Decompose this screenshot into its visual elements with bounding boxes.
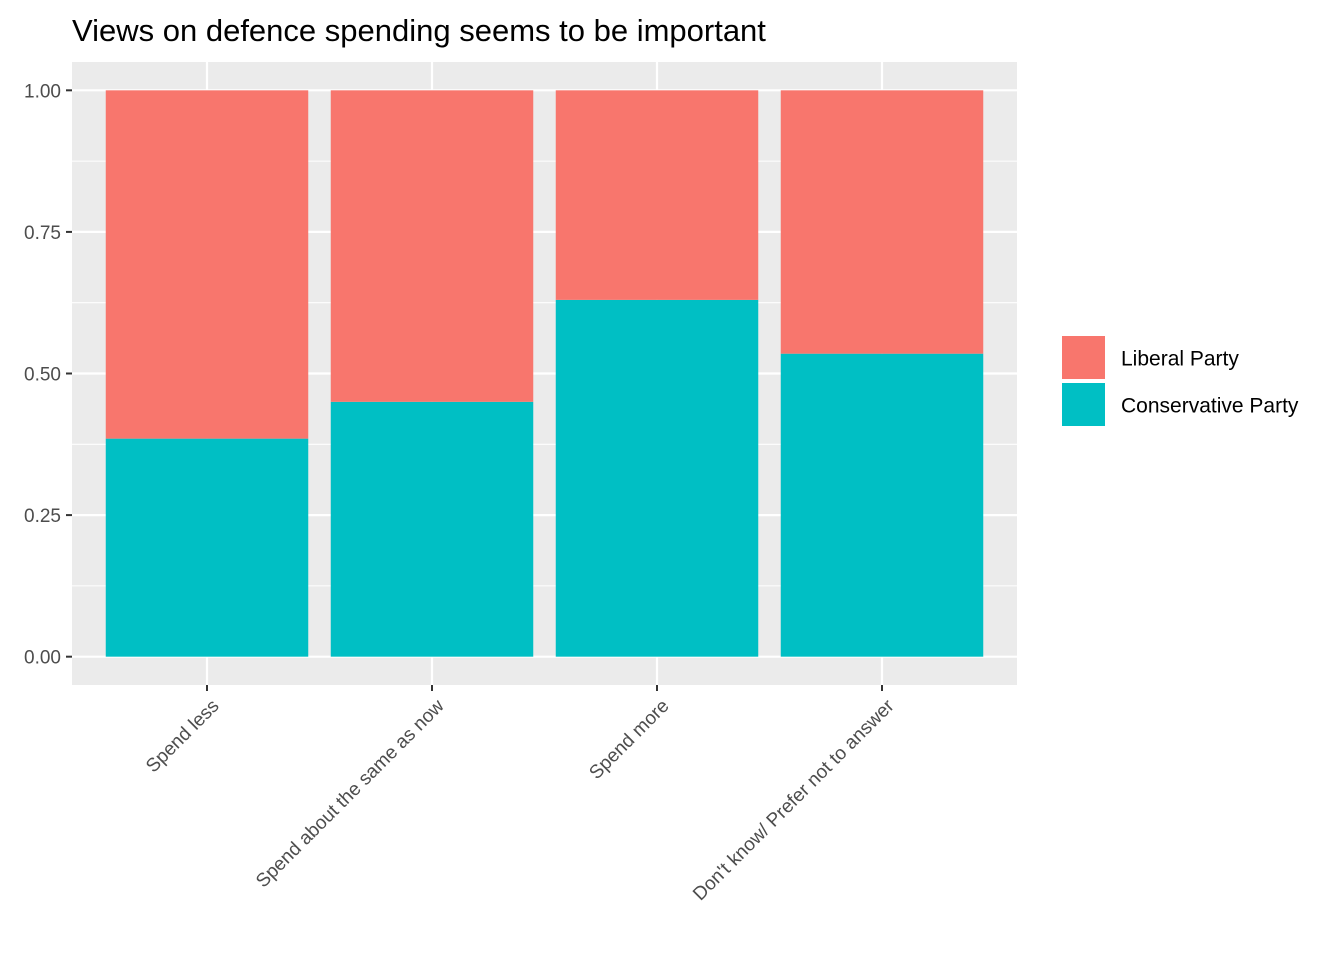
x-tick-label: Spend less	[142, 696, 223, 777]
legend: Liberal Party Conservative Party	[1062, 336, 1299, 426]
y-tick-label: 0.50	[24, 365, 61, 386]
x-tick-label: Don't know/ Prefer not to answer	[689, 695, 899, 905]
bars	[105, 90, 984, 657]
legend-key-2	[1062, 383, 1105, 426]
y-tick-label: 0.75	[24, 223, 61, 244]
x-tick-label: Spend about the same as now	[252, 695, 449, 892]
bar-conservative-party-2	[330, 401, 534, 657]
legend-key-1	[1062, 336, 1105, 379]
bar-liberal-party-3	[555, 90, 759, 300]
bar-conservative-party-1	[105, 438, 309, 657]
chart-title: Views on defence spending seems to be im…	[72, 13, 766, 48]
y-tick-label: 1.00	[24, 81, 61, 102]
bar-liberal-party-1	[105, 90, 309, 439]
legend-label: Liberal Party	[1121, 348, 1239, 371]
bar-liberal-party-2	[330, 90, 534, 402]
bar-liberal-party-4	[780, 90, 984, 354]
x-tick-label: Spend more	[585, 696, 673, 784]
legend-label: Conservative Party	[1121, 395, 1299, 418]
bar-conservative-party-4	[780, 353, 984, 657]
y-axis: 0.00 0.25 0.50 0.75 1.00	[24, 81, 72, 669]
bar-conservative-party-3	[555, 299, 759, 657]
x-axis: Spend less Spend about the same as now Spe…	[142, 685, 899, 905]
y-tick-label: 0.25	[24, 506, 61, 527]
y-tick-label: 0.00	[24, 648, 61, 669]
